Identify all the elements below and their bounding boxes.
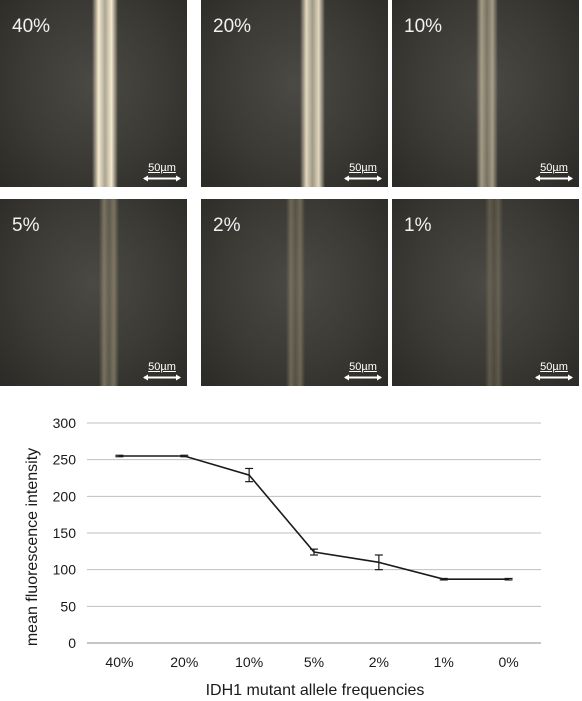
fluorescent-channel xyxy=(92,0,118,187)
fluorescent-channel xyxy=(485,199,503,386)
scale-bar-label: 50µm xyxy=(535,361,573,373)
scale-bar: 50µm xyxy=(535,361,573,381)
allele-frequency-label: 5% xyxy=(12,215,39,237)
x-tick-label: 20% xyxy=(170,654,198,670)
scale-bar-label: 50µm xyxy=(344,162,382,174)
allele-frequency-label: 2% xyxy=(213,215,240,237)
x-tick-label: 5% xyxy=(304,654,324,670)
scale-bar-label: 50µm xyxy=(143,162,181,174)
micrograph-panel: 2% 50µm xyxy=(201,199,388,386)
intensity-series xyxy=(115,455,512,580)
x-tick-label: 2% xyxy=(369,654,389,670)
y-tick-label: 300 xyxy=(53,415,77,431)
fluorescent-channel xyxy=(300,0,325,187)
y-tick-label: 200 xyxy=(53,488,77,504)
fluorescent-channel xyxy=(476,0,498,187)
scale-bar-line xyxy=(535,175,573,182)
x-tick-label: 10% xyxy=(235,654,263,670)
fluorescent-channel xyxy=(99,199,119,386)
scale-bar: 50µm xyxy=(344,162,382,182)
y-tick-label: 0 xyxy=(68,635,76,651)
fluorescence-image-grid: 40% 50µm 20% 50µm 10% 50µm 5% 50µm 2% 50µm 1% 50µm xyxy=(0,0,582,386)
x-tick-label: 0% xyxy=(498,654,518,670)
y-tick-label: 150 xyxy=(53,525,77,541)
allele-frequency-label: 10% xyxy=(404,16,442,38)
scale-bar: 50µm xyxy=(535,162,573,182)
scale-bar-label: 50µm xyxy=(143,361,181,373)
x-tick-labels: 40% 20% 10% 5% 2% 1% 0% xyxy=(105,654,518,670)
y-tick-label: 50 xyxy=(60,598,76,614)
y-tick-labels: 0 50 100 150 200 250 300 xyxy=(53,415,77,651)
y-tick-label: 250 xyxy=(53,452,77,468)
scale-bar-line xyxy=(344,175,382,182)
micrograph-panel: 10% 50µm xyxy=(392,0,579,187)
fluorescence-intensity-chart: 0 50 100 150 200 250 300 40% 20% 10% 5% 2% 1% 0% mea… xyxy=(0,394,582,701)
y-tick-label: 100 xyxy=(53,562,77,578)
x-tick-label: 1% xyxy=(434,654,454,670)
allele-frequency-label: 40% xyxy=(12,16,50,38)
scale-bar-line xyxy=(535,374,573,381)
scale-bar: 50µm xyxy=(143,162,181,182)
scale-bar: 50µm xyxy=(143,361,181,381)
allele-frequency-label: 1% xyxy=(404,215,431,237)
fluorescent-channel xyxy=(286,199,305,386)
micrograph-panel: 1% 50µm xyxy=(392,199,579,386)
micrograph-panel: 40% 50µm xyxy=(0,0,187,187)
scale-bar-line xyxy=(143,374,181,381)
scale-bar: 50µm xyxy=(344,361,382,381)
scale-bar-label: 50µm xyxy=(535,162,573,174)
x-axis-label: IDH1 mutant allele frequencies xyxy=(206,682,425,699)
scale-bar-line xyxy=(344,374,382,381)
micrograph-panel: 20% 50µm xyxy=(201,0,388,187)
micrograph-panel: 5% 50µm xyxy=(0,199,187,386)
scale-bar-line xyxy=(143,175,181,182)
y-axis-label: mean fluorescence intensity xyxy=(24,448,41,646)
series-line xyxy=(119,456,508,579)
x-tick-label: 40% xyxy=(105,654,133,670)
allele-frequency-label: 20% xyxy=(213,16,251,38)
scale-bar-label: 50µm xyxy=(344,361,382,373)
